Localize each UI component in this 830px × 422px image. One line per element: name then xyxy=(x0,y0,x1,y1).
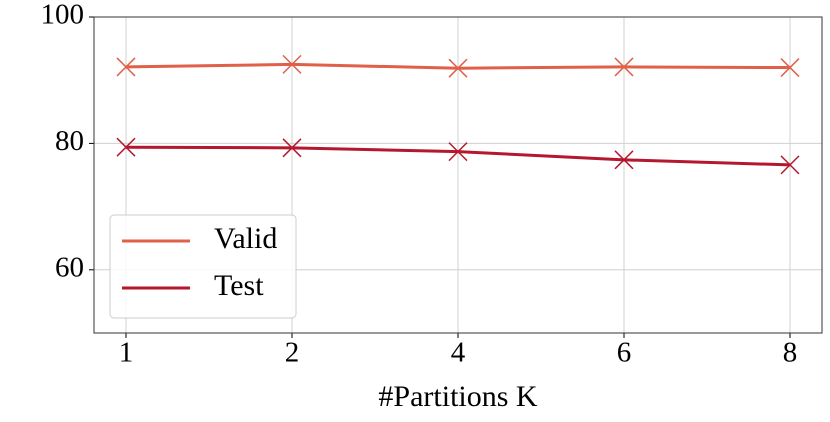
marker xyxy=(116,57,136,77)
x-tick-label: 6 xyxy=(617,337,632,369)
legend-label: Valid xyxy=(214,222,277,255)
x-tick-label: 2 xyxy=(285,337,300,369)
y-tick-label: 80 xyxy=(55,125,84,157)
marker xyxy=(780,155,800,175)
legend-label: Test xyxy=(214,269,264,302)
x-tick-label: 1 xyxy=(119,337,134,369)
marker xyxy=(282,138,302,158)
x-tick-label: 4 xyxy=(451,337,466,369)
x-axis-label: #Partitions K xyxy=(378,380,538,413)
y-tick-label: 100 xyxy=(41,0,85,31)
x-tick-label: 8 xyxy=(783,337,798,369)
marker xyxy=(780,58,800,78)
marker xyxy=(614,57,634,77)
y-tick-label: 60 xyxy=(55,251,84,283)
marker xyxy=(448,58,468,78)
plot-frame xyxy=(93,16,823,334)
marker xyxy=(282,54,302,74)
legend: Valid Test xyxy=(109,214,297,319)
marker xyxy=(448,142,468,162)
marker xyxy=(614,150,634,170)
marker xyxy=(116,137,136,157)
